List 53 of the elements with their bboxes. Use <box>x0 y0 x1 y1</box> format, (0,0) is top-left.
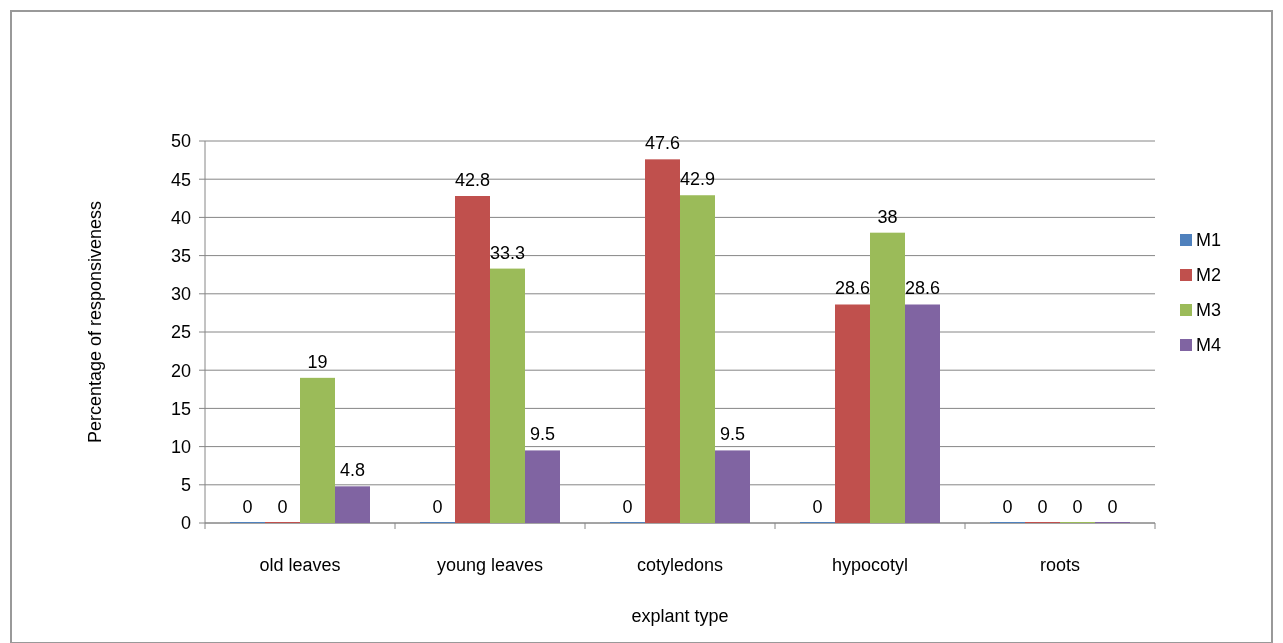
data-label: 9.5 <box>529 424 556 445</box>
y-tick-label: 45 <box>170 169 191 190</box>
data-label: 0 <box>812 497 823 517</box>
x-tick-label: old leaves <box>259 555 341 575</box>
y-tick-label: 10 <box>170 436 191 457</box>
bar <box>525 450 560 523</box>
y-axis-title: Percentage of responsiveness <box>85 200 105 444</box>
data-label: 0 <box>1037 497 1048 517</box>
x-tick-label: roots <box>1039 555 1081 575</box>
x-tick-label: hypocotyl <box>831 555 909 575</box>
data-label: 33.3 <box>489 242 526 263</box>
y-tick-label: 50 <box>170 131 191 152</box>
data-label: 0 <box>1107 497 1118 517</box>
data-label: 42.9 <box>679 169 716 190</box>
x-tick-label: young leaves <box>436 555 544 575</box>
data-label: 9.5 <box>719 424 746 445</box>
y-tick-label: 5 <box>180 475 191 496</box>
data-label: 0 <box>622 497 633 517</box>
data-label: 0 <box>432 497 443 517</box>
bar <box>715 450 750 523</box>
data-label: 4.8 <box>339 460 366 481</box>
bar <box>490 268 525 523</box>
data-label: 47.6 <box>644 133 681 154</box>
data-label: 42.8 <box>454 170 491 191</box>
legend-label: M3 <box>1196 300 1222 321</box>
data-label: 19 <box>307 351 328 372</box>
bar <box>870 232 905 523</box>
y-tick-label: 25 <box>170 322 191 343</box>
x-tick-label: cotyledons <box>636 555 724 575</box>
y-tick-label: 35 <box>170 245 191 266</box>
bar <box>300 377 335 523</box>
bar <box>905 304 940 523</box>
y-tick-label: 15 <box>170 398 191 419</box>
data-label: 0 <box>1002 497 1013 517</box>
y-tick-label: 40 <box>170 207 191 228</box>
data-label: 0 <box>277 497 288 517</box>
bar <box>645 159 680 523</box>
y-tick-label: 30 <box>170 284 191 305</box>
data-label: 28.6 <box>834 278 871 299</box>
bar <box>335 486 370 523</box>
data-label: 0 <box>242 497 253 517</box>
legend-label: M1 <box>1196 230 1222 251</box>
x-axis-title: explant type <box>631 606 729 626</box>
data-label: 28.6 <box>904 278 941 299</box>
legend-label: M2 <box>1196 265 1222 286</box>
bar <box>835 304 870 523</box>
bar <box>680 195 715 523</box>
y-tick-label: 20 <box>170 360 191 381</box>
y-tick-label: 0 <box>180 513 191 534</box>
data-label: 38 <box>877 206 898 227</box>
bar <box>455 196 490 523</box>
data-label: 0 <box>1072 497 1083 517</box>
legend-label: M4 <box>1196 335 1222 356</box>
